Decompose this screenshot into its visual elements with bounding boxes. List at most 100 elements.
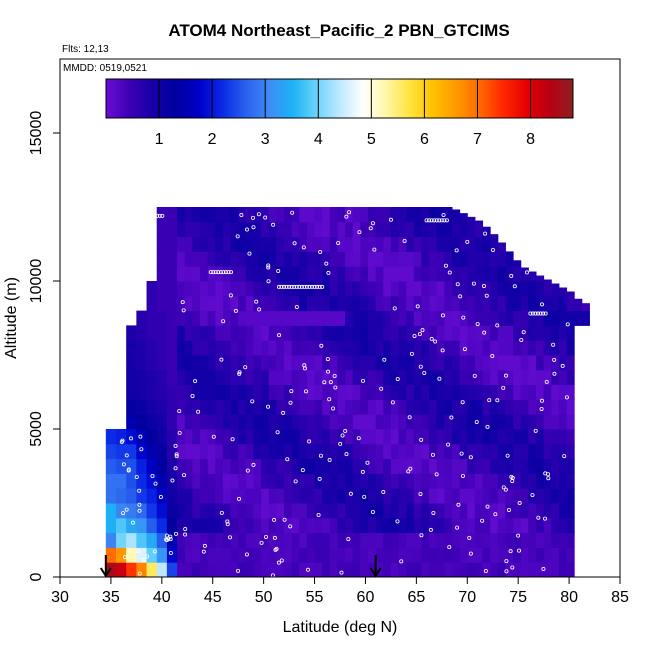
track-point: [196, 409, 201, 414]
dates-note: MMDD: 0519,0521: [63, 63, 147, 74]
field-cell: [490, 503, 499, 519]
field-cell: [200, 207, 209, 223]
field-cell: [345, 503, 354, 519]
field-cell: [177, 429, 186, 445]
field-cell: [177, 532, 186, 548]
field-cell: [452, 221, 461, 238]
field-cell: [156, 443, 168, 460]
field-cell: [383, 532, 392, 548]
field-cell: [156, 295, 168, 312]
field-cell: [291, 384, 300, 400]
field-cell: [398, 325, 407, 341]
field-cell: [383, 399, 392, 415]
field-cell: [276, 236, 285, 252]
field-cell: [429, 532, 438, 548]
field-cell: [116, 429, 127, 445]
field-cell: [558, 503, 568, 519]
field-cell: [238, 384, 247, 400]
track-point: [225, 519, 230, 524]
field-cell: [261, 443, 270, 460]
field-cell: [452, 547, 461, 563]
track-point: [168, 534, 173, 539]
field-cell: [215, 532, 224, 548]
field-cell: [436, 266, 445, 282]
field-cell: [200, 340, 209, 356]
track-point: [317, 476, 322, 481]
track-point: [381, 490, 386, 495]
field-cell: [429, 458, 438, 474]
field-cell: [268, 517, 277, 534]
field-cell: [245, 281, 254, 297]
field-cell: [352, 266, 361, 282]
field-cell: [146, 384, 158, 400]
track-point: [297, 284, 302, 289]
field-cell: [337, 221, 346, 238]
field-cell: [253, 488, 262, 504]
field-cell: [156, 547, 168, 563]
field-cell: [306, 295, 316, 312]
field-cell: [421, 532, 430, 548]
colorbar-tick-label: 3: [261, 131, 270, 148]
field-cell: [360, 236, 369, 252]
field-cell: [566, 458, 575, 474]
field-cell: [299, 384, 308, 400]
field-cell: [215, 355, 224, 371]
x-tick-label: 40: [153, 589, 171, 606]
track-point: [440, 313, 445, 318]
field-cell: [126, 443, 137, 460]
track-point: [562, 454, 567, 459]
field-cell: [429, 488, 438, 504]
field-cell: [398, 473, 407, 489]
field-cell: [467, 236, 476, 252]
field-cell: [536, 325, 545, 341]
field-cell: [490, 517, 499, 534]
field-cell: [543, 325, 552, 341]
track-point: [541, 567, 546, 572]
field-cell: [375, 295, 384, 312]
field-cell: [406, 295, 415, 312]
field-cell: [551, 283, 560, 297]
field-cell: [528, 547, 537, 563]
field-cell: [166, 384, 178, 400]
field-cell: [314, 532, 323, 548]
field-cell: [245, 355, 254, 371]
field-cell: [505, 414, 514, 430]
field-cell: [398, 369, 407, 386]
field-cell: [215, 503, 224, 519]
track-point: [208, 270, 213, 275]
field-cell: [222, 295, 232, 312]
track-point: [388, 217, 393, 222]
field-cell: [261, 562, 270, 577]
field-cell: [543, 547, 552, 563]
field-cell: [245, 517, 254, 534]
field-cell: [238, 340, 247, 356]
track-point: [266, 265, 271, 270]
field-cell: [398, 488, 407, 504]
field-cell: [314, 384, 323, 400]
field-cell: [352, 399, 361, 415]
track-point: [322, 380, 327, 385]
field-cell: [383, 458, 392, 474]
track-point: [256, 212, 261, 217]
field-cell: [207, 488, 216, 504]
field-cell: [337, 458, 346, 474]
field-cell: [136, 562, 148, 577]
field-cell: [398, 384, 407, 400]
field-cell: [360, 281, 369, 297]
field-cell: [497, 503, 506, 519]
field-cell: [222, 547, 232, 563]
field-cell: [314, 251, 323, 267]
field-cell: [375, 251, 384, 267]
track-point: [174, 452, 179, 457]
field-cell: [222, 281, 232, 297]
field-cell: [322, 369, 331, 386]
track-point: [279, 558, 284, 563]
x-tick-label: 50: [255, 589, 273, 606]
field-cell: [390, 547, 400, 563]
field-cell: [184, 503, 193, 519]
field-cell: [513, 310, 522, 326]
field-cell: [566, 295, 575, 312]
field-cell: [566, 355, 575, 371]
field-cell: [406, 429, 415, 445]
field-cell: [452, 384, 461, 400]
